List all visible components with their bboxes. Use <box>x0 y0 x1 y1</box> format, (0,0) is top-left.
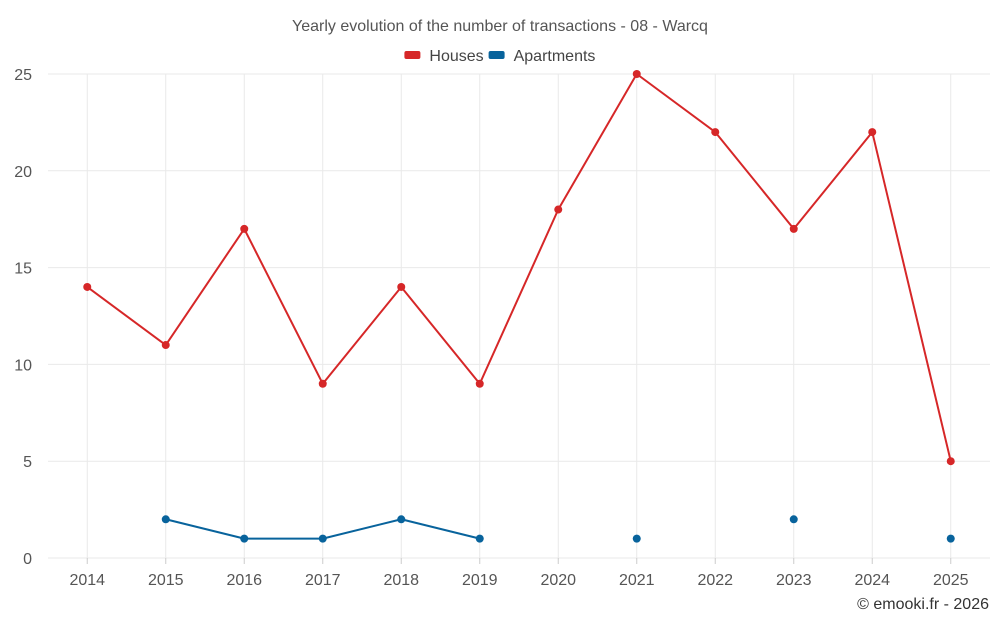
data-point[interactable] <box>161 341 170 350</box>
chart-title: Yearly evolution of the number of transa… <box>292 18 708 35</box>
series-apartments <box>161 515 955 543</box>
y-tick-label: 15 <box>14 261 32 278</box>
x-tick-label: 2014 <box>69 572 105 589</box>
x-tick-label: 2016 <box>226 572 262 589</box>
series-houses <box>83 70 955 466</box>
x-tick-label: 2021 <box>619 572 655 589</box>
x-tick-label: 2020 <box>540 572 576 589</box>
x-tick-label: 2025 <box>933 572 969 589</box>
x-tick-label: 2015 <box>148 572 184 589</box>
data-point[interactable] <box>554 205 563 214</box>
series-line <box>86 73 952 462</box>
data-point[interactable] <box>789 515 798 524</box>
data-point[interactable] <box>789 224 798 233</box>
y-tick-label: 10 <box>14 357 32 374</box>
data-point[interactable] <box>83 282 92 291</box>
x-tick-label: 2018 <box>383 572 419 589</box>
data-point[interactable] <box>946 457 955 466</box>
data-point[interactable] <box>240 534 249 543</box>
data-point[interactable] <box>632 70 641 78</box>
data-point[interactable] <box>946 534 955 543</box>
x-tick-label: 2019 <box>462 572 498 589</box>
data-point[interactable] <box>397 515 406 524</box>
legend-swatch-apartments <box>488 51 505 59</box>
data-point[interactable] <box>240 224 249 233</box>
legend: Houses Apartments <box>404 48 595 65</box>
legend-swatch-houses <box>404 51 421 59</box>
y-tick-label: 20 <box>14 164 32 181</box>
y-tick-label: 0 <box>23 551 32 568</box>
credit-text: © emooki.fr - 2026 <box>857 596 989 613</box>
y-tick-label: 5 <box>23 454 32 471</box>
data-point[interactable] <box>161 515 170 524</box>
data-point[interactable] <box>475 534 484 543</box>
x-tick-label: 2017 <box>305 572 341 589</box>
legend-label-houses[interactable]: Houses <box>429 48 483 65</box>
data-point[interactable] <box>711 128 720 137</box>
grid <box>48 73 990 559</box>
data-point[interactable] <box>397 282 406 291</box>
data-point[interactable] <box>318 534 327 543</box>
legend-label-apartments[interactable]: Apartments <box>514 48 596 65</box>
data-point[interactable] <box>318 379 327 388</box>
x-tick-label: 2023 <box>776 572 812 589</box>
x-tick-label: 2022 <box>697 572 733 589</box>
series-layer <box>83 70 955 543</box>
data-point[interactable] <box>868 128 877 137</box>
data-point[interactable] <box>475 379 484 388</box>
data-point[interactable] <box>632 534 641 543</box>
x-tick-label: 2024 <box>854 572 890 589</box>
y-tick-label: 25 <box>14 67 32 84</box>
